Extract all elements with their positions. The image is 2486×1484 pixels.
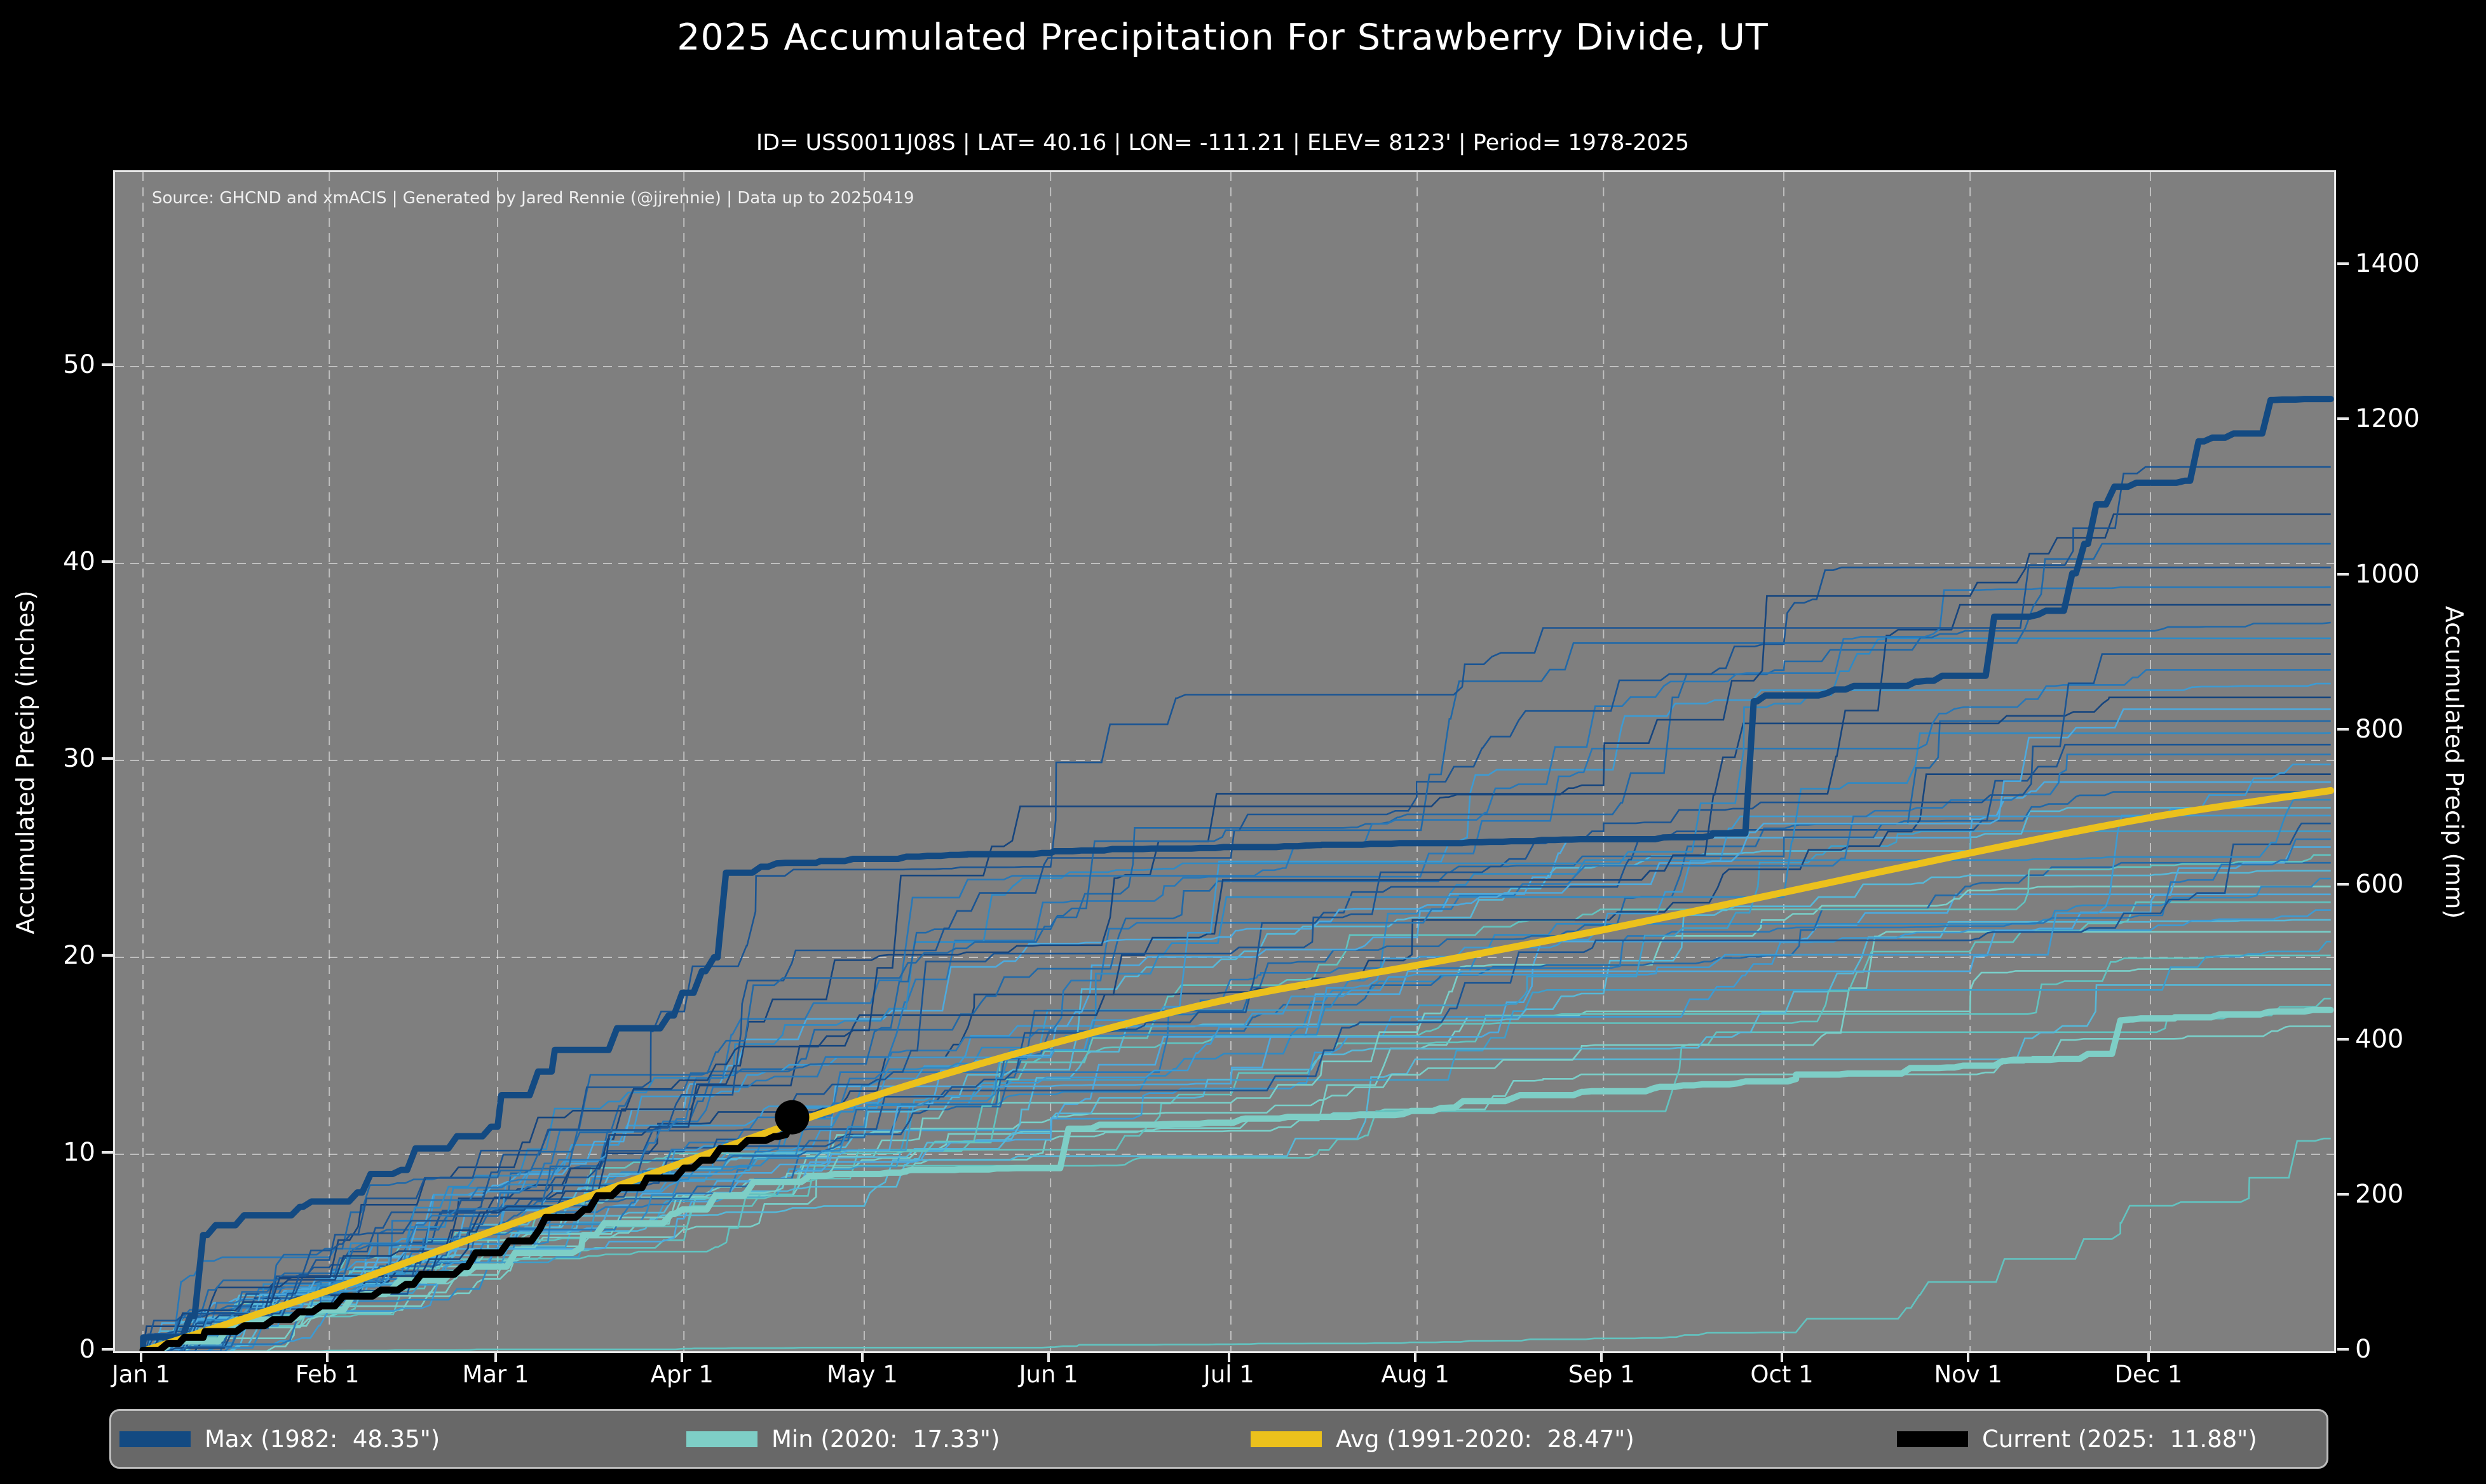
- avg-line: [139, 786, 2334, 1351]
- y-tick-mark: [102, 560, 113, 563]
- year-line: [143, 854, 2331, 1351]
- legend-label-current: Current (2025: 11.88"): [1982, 1425, 2257, 1453]
- y-tick-label-inches: 50: [63, 350, 95, 379]
- station-subtitle: ID= USS0011J08S | LAT= 40.16 | LON= -111…: [756, 130, 1690, 156]
- plot-area: Source: GHCND and xmACIS | Generated by …: [113, 170, 2336, 1353]
- x-tick-label: Dec 1: [2114, 1361, 2183, 1388]
- year-line: [143, 566, 2331, 1351]
- year-line: [143, 604, 2331, 1351]
- y-tick-label-mm: 400: [2355, 1024, 2404, 1054]
- y-tick-mark: [2337, 727, 2349, 731]
- y-tick-mark: [102, 363, 113, 366]
- y-tick-label-inches: 0: [79, 1335, 95, 1364]
- x-tick-label: May 1: [827, 1361, 898, 1388]
- x-tick-mark: [1414, 1352, 1417, 1362]
- x-tick-mark: [140, 1352, 142, 1362]
- x-tick-label: Oct 1: [1750, 1361, 1814, 1388]
- year-line: [142, 696, 2331, 1351]
- year-line: [143, 543, 2331, 1351]
- x-tick-label: Sep 1: [1568, 1361, 1635, 1388]
- y-tick-mark: [2337, 572, 2349, 576]
- y-tick-label-mm: 200: [2355, 1179, 2404, 1209]
- year-line: [143, 637, 2331, 1351]
- y-tick-label-mm: 600: [2355, 869, 2404, 899]
- x-tick-mark: [681, 1352, 684, 1362]
- x-tick-label: Mar 1: [462, 1361, 529, 1388]
- y-tick-label-mm: 800: [2355, 714, 2404, 744]
- source-note: Source: GHCND and xmACIS | Generated by …: [152, 189, 914, 208]
- legend-label-max: Max (1982: 48.35"): [205, 1425, 440, 1453]
- y-tick-label-inches: 10: [63, 1138, 95, 1167]
- max-line-swatch: [119, 1431, 191, 1447]
- y-tick-label-inches: 40: [63, 547, 95, 576]
- year-line: [142, 466, 2331, 1351]
- y-tick-label-inches: 20: [63, 941, 95, 970]
- x-tick-mark: [1967, 1352, 1970, 1362]
- x-tick-mark: [1047, 1352, 1050, 1362]
- x-tick-label: Aug 1: [1381, 1361, 1450, 1388]
- y-tick-mark: [102, 1151, 113, 1154]
- avg-line-swatch: [1251, 1431, 1322, 1447]
- y-tick-mark: [102, 1348, 113, 1351]
- y-tick-label-mm: 1200: [2355, 404, 2420, 434]
- y-tick-label-mm: 0: [2355, 1335, 2372, 1364]
- legend-item-avg: Avg (1991-2020: 28.47"): [1251, 1411, 1634, 1467]
- year-line: [143, 861, 2331, 1351]
- legend-item-max: Max (1982: 48.35"): [119, 1411, 440, 1467]
- x-tick-mark: [860, 1352, 864, 1362]
- year-line: [143, 586, 2331, 1351]
- x-tick-label: Apr 1: [650, 1361, 714, 1388]
- year-line: [143, 997, 2331, 1351]
- year-line: [143, 513, 2331, 1351]
- y-tick-mark: [2337, 1192, 2349, 1196]
- y-tick-label-inches: 30: [63, 744, 95, 773]
- y-tick-label-mm: 1400: [2355, 249, 2420, 279]
- current-end-dot: [775, 1100, 810, 1135]
- y-tick-mark: [2337, 262, 2349, 266]
- x-tick-mark: [1227, 1352, 1230, 1362]
- year-line: [142, 763, 2331, 1351]
- x-tick-label: Feb 1: [295, 1361, 360, 1388]
- year-line: [143, 1137, 2331, 1351]
- current-line-swatch: [1897, 1431, 1968, 1447]
- x-tick-mark: [326, 1352, 329, 1362]
- x-tick-label: Jan 1: [111, 1361, 171, 1388]
- current-line: [139, 1114, 796, 1351]
- x-tick-mark: [1781, 1352, 1784, 1362]
- year-line: [143, 901, 2331, 1351]
- year-line: [142, 682, 2331, 1351]
- min-line-swatch: [686, 1431, 757, 1447]
- y-tick-mark: [2337, 882, 2349, 886]
- page-title: 2025 Accumulated Precipitation For Straw…: [677, 17, 1769, 58]
- y-tick-mark: [2337, 417, 2349, 421]
- y-tick-label-mm: 1000: [2355, 559, 2420, 589]
- y-tick-mark: [102, 954, 113, 957]
- y-tick-mark: [2337, 1037, 2349, 1041]
- legend-label-avg: Avg (1991-2020: 28.47"): [1336, 1425, 1634, 1453]
- x-tick-label: Jun 1: [1019, 1361, 1078, 1388]
- legend-bar: Max (1982: 48.35") Min (2020: 17.33") Av…: [109, 1409, 2328, 1469]
- x-tick-label: Nov 1: [1934, 1361, 2002, 1388]
- x-tick-label: Jul 1: [1203, 1361, 1254, 1388]
- y-tick-mark: [102, 757, 113, 760]
- legend-item-min: Min (2020: 17.33"): [686, 1411, 1000, 1467]
- x-tick-mark: [2147, 1352, 2150, 1362]
- min-line: [140, 1006, 2334, 1351]
- x-tick-mark: [494, 1352, 498, 1362]
- legend-item-current: Current (2025: 11.88"): [1897, 1411, 2257, 1467]
- year-line: [143, 1025, 2331, 1351]
- chart-canvas: [115, 172, 2334, 1351]
- year-line: [143, 886, 2331, 1351]
- legend-label-min: Min (2020: 17.33"): [771, 1425, 1000, 1453]
- max-line: [140, 396, 2334, 1351]
- year-line: [143, 653, 2331, 1351]
- x-tick-mark: [1600, 1352, 1603, 1362]
- y-tick-mark: [2337, 1348, 2349, 1351]
